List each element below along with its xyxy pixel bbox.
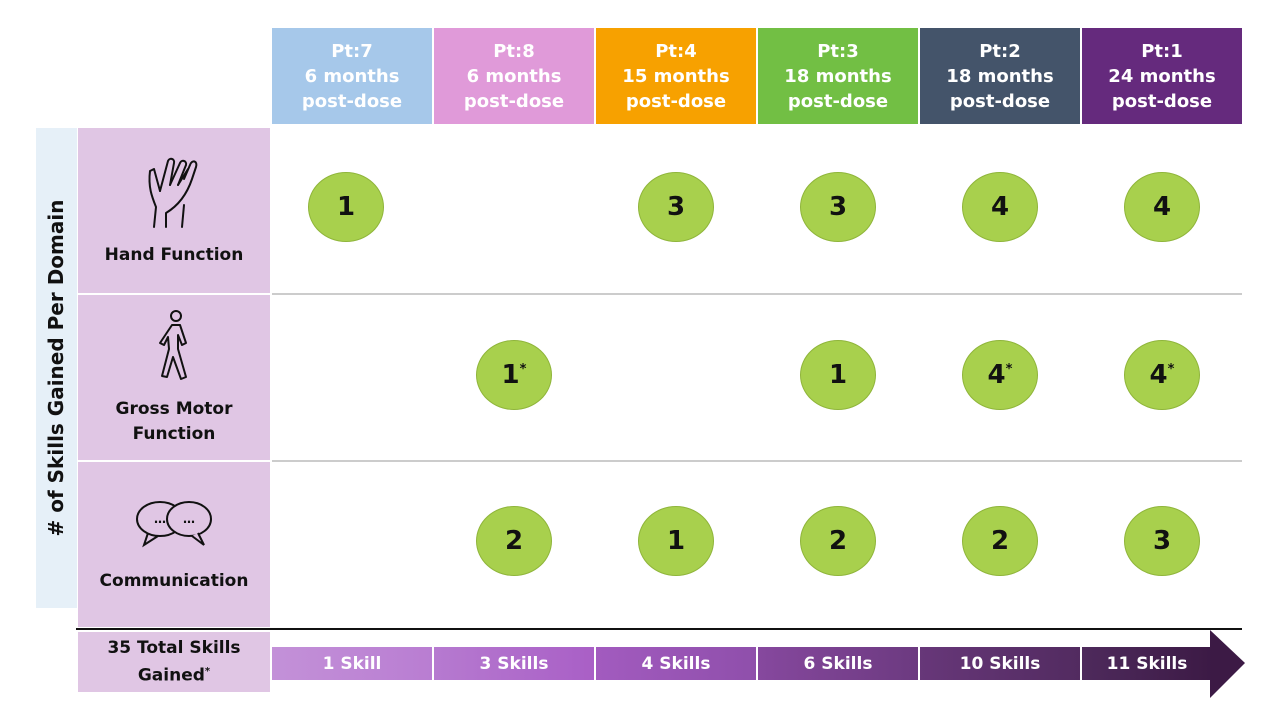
arrow-head xyxy=(1210,630,1245,698)
skill-count: 1 xyxy=(666,526,686,556)
skill-count: 3 xyxy=(1152,526,1172,556)
skill-count: 2 xyxy=(828,526,848,556)
header-time: 18 months xyxy=(784,65,892,87)
header-patient: Pt:1 xyxy=(1141,40,1183,62)
column-header-pt2: Pt:2 18 months post-dose xyxy=(920,28,1080,124)
column-header-pt1: Pt:1 24 months post-dose xyxy=(1082,28,1242,124)
header-suffix: post-dose xyxy=(787,90,889,112)
skill-count-circle: 1 xyxy=(308,172,384,242)
total-text: 35 Total Skills Gained xyxy=(107,638,241,686)
header-time: 15 months xyxy=(622,65,730,87)
cumulative-skills-segment: 4 Skills xyxy=(596,647,756,680)
skill-count: 4 xyxy=(987,360,1006,390)
skill-count-circle: 4 xyxy=(1124,172,1200,242)
speech-bubbles-icon: … … xyxy=(136,500,212,547)
skill-count-circle: 1 * xyxy=(476,340,552,410)
column-header-pt8: Pt:8 6 months post-dose xyxy=(434,28,594,124)
skill-count: 1 xyxy=(828,360,848,390)
footnote-star: * xyxy=(519,361,527,377)
header-patient: Pt:7 xyxy=(331,40,373,62)
domain-label: Gross Motor Function xyxy=(115,398,233,444)
skill-count-circle: 3 xyxy=(638,172,714,242)
skill-count-circle: 2 xyxy=(476,506,552,576)
skill-count: 3 xyxy=(828,192,848,222)
header-time: 6 months xyxy=(466,65,562,87)
domain-label: Hand Function xyxy=(104,244,244,265)
header-time: 6 months xyxy=(304,65,400,87)
y-axis-label: # of Skills Gained Per Domain xyxy=(44,199,68,537)
header-suffix: post-dose xyxy=(301,90,403,112)
domain-label: Communication xyxy=(99,570,249,591)
total-divider xyxy=(76,628,1242,630)
header-patient: Pt:4 xyxy=(655,40,697,62)
row-divider xyxy=(272,293,1242,295)
skill-count: 2 xyxy=(504,526,524,556)
skill-count: 4 xyxy=(990,192,1010,222)
skill-count: 2 xyxy=(990,526,1010,556)
domain-gross-motor: Gross Motor Function xyxy=(78,295,270,460)
header-time: 24 months xyxy=(1108,65,1216,87)
y-axis-band xyxy=(36,128,77,608)
cumulative-skills-segment: 1 Skill xyxy=(272,647,432,680)
header-suffix: post-dose xyxy=(463,90,565,112)
skill-count: 1 xyxy=(501,360,520,390)
header-patient: Pt:8 xyxy=(493,40,535,62)
skill-count-circle: 3 xyxy=(1124,506,1200,576)
footnote-star: * xyxy=(1167,361,1175,377)
cumulative-skills-segment: 6 Skills xyxy=(758,647,918,680)
skill-count: 1 xyxy=(336,192,356,222)
skill-count-circle: 4 * xyxy=(962,340,1038,410)
footnote-star: * xyxy=(1005,361,1013,377)
svg-text:…: … xyxy=(154,512,166,526)
skill-count-circle: 2 xyxy=(800,506,876,576)
domain-communication: … … Communication xyxy=(78,462,270,627)
skill-count-circle: 1 xyxy=(800,340,876,410)
walking-person-icon xyxy=(159,309,187,380)
skill-count: 4 xyxy=(1152,192,1172,222)
header-suffix: post-dose xyxy=(1111,90,1213,112)
column-header-pt7: Pt:7 6 months post-dose xyxy=(272,28,432,124)
column-header-pt4: Pt:4 15 months post-dose xyxy=(596,28,756,124)
cumulative-skills-segment: 10 Skills xyxy=(920,647,1080,680)
skill-count-circle: 4 xyxy=(962,172,1038,242)
skill-count-circle: 4 * xyxy=(1124,340,1200,410)
domain-hand-function: Hand Function xyxy=(78,128,270,293)
skill-count-circle: 1 xyxy=(638,506,714,576)
svg-text:…: … xyxy=(183,512,195,526)
header-suffix: post-dose xyxy=(625,90,727,112)
skill-count: 4 xyxy=(1149,360,1168,390)
header-suffix: post-dose xyxy=(949,90,1051,112)
hand-icon xyxy=(148,157,198,228)
skill-count-circle: 2 xyxy=(962,506,1038,576)
header-patient: Pt:2 xyxy=(979,40,1021,62)
cumulative-skills-segment: 11 Skills xyxy=(1082,647,1212,680)
cumulative-skills-segment: 3 Skills xyxy=(434,647,594,680)
skill-count: 3 xyxy=(666,192,686,222)
header-time: 18 months xyxy=(946,65,1054,87)
header-patient: Pt:3 xyxy=(817,40,859,62)
row-divider xyxy=(272,460,1242,462)
column-header-pt3: Pt:3 18 months post-dose xyxy=(758,28,918,124)
footnote-star: * xyxy=(204,666,211,678)
skill-count-circle: 3 xyxy=(800,172,876,242)
total-skills-label: 35 Total Skills Gained* xyxy=(78,632,270,692)
